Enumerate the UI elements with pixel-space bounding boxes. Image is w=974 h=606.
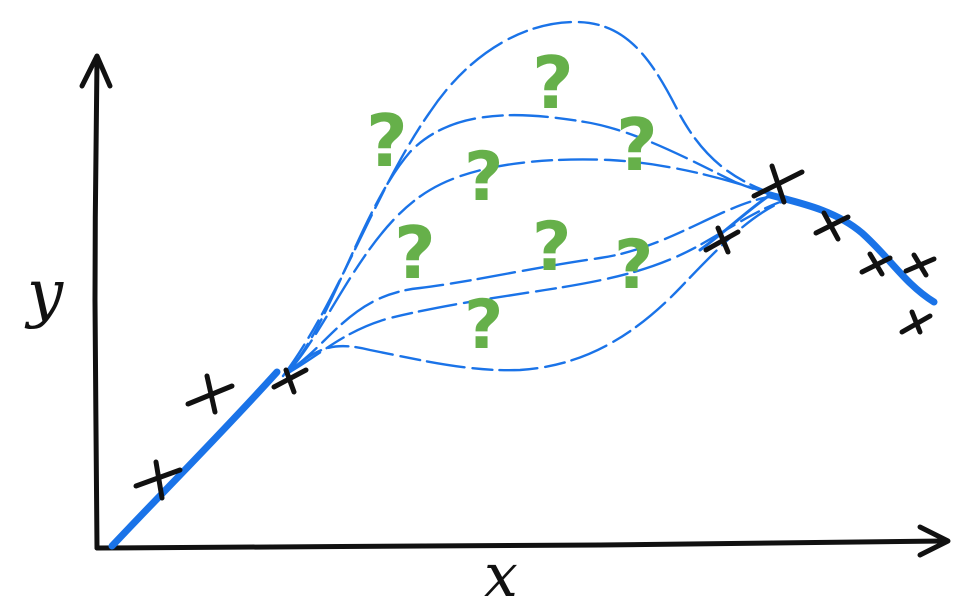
uncertain-function-samples: [281, 20, 792, 378]
y-axis-line: [92, 57, 100, 551]
observation-point: [899, 309, 933, 335]
y-axis-arrowhead: [79, 53, 113, 89]
question-mark: ?: [464, 138, 503, 217]
question-mark: ?: [394, 211, 436, 295]
observation-point: [185, 373, 235, 415]
question-marks: ? ? ? ? ? ? ? ?: [366, 41, 658, 365]
question-mark: ?: [532, 208, 571, 287]
known-curve-right: [766, 191, 938, 306]
question-mark: ?: [532, 41, 574, 125]
known-curve-left: [108, 368, 281, 550]
known-curve-bridge: [698, 193, 772, 252]
observation-point: [751, 163, 805, 205]
question-mark: ?: [366, 99, 408, 183]
x-axis-arrowhead: [917, 524, 951, 558]
observations: [133, 163, 937, 501]
observation-point: [813, 210, 851, 242]
observation-point: [133, 459, 183, 501]
question-mark: ?: [616, 103, 658, 187]
observation-point: [859, 251, 893, 277]
y-axis-label: y: [24, 257, 64, 331]
observation-point: [271, 367, 309, 395]
observation-point: [703, 225, 741, 255]
uncertain-curve-lower: [288, 197, 792, 374]
question-mark: ?: [614, 226, 653, 305]
x-axis-line: [94, 538, 947, 551]
question-mark: ?: [464, 286, 503, 365]
observation-point: [903, 252, 937, 278]
uncertain-curve-middle-upper: [287, 158, 767, 373]
x-axis-label: x: [484, 541, 518, 606]
uncertain-curve-middle: [285, 194, 777, 374]
